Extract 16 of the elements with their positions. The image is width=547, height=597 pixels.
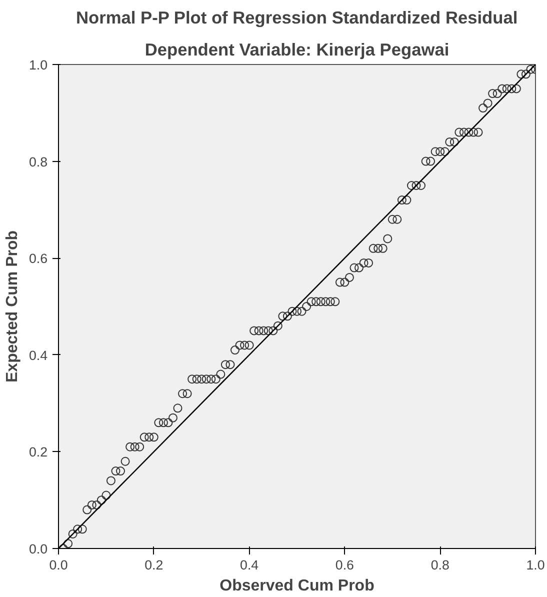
x-tick-label: 0.2 [144,558,164,572]
chart-subtitle: Dependent Variable: Kinerja Pegawai [144,40,450,60]
x-tick-label: 1.0 [526,558,545,572]
y-tick-label: 0.0 [28,542,48,556]
y-tick-label: 0.8 [28,154,48,170]
x-tick-label: 0.8 [430,558,450,572]
x-tick-label: 0.0 [49,558,68,572]
y-tick-label: 0.6 [28,251,48,266]
x-tick-label: 0.4 [240,558,260,572]
y-axis-title: Expected Cum Prob [4,230,21,383]
y-tick-label: 0.4 [28,348,48,363]
chart-title: Normal P-P Plot of Regression Standardized Residual [76,8,518,28]
x-axis-title: Observed Cum Prob [220,578,375,594]
y-tick-label: 1.0 [28,58,48,72]
x-tick-label: 0.6 [335,558,354,572]
y-tick-label: 0.2 [28,444,48,460]
